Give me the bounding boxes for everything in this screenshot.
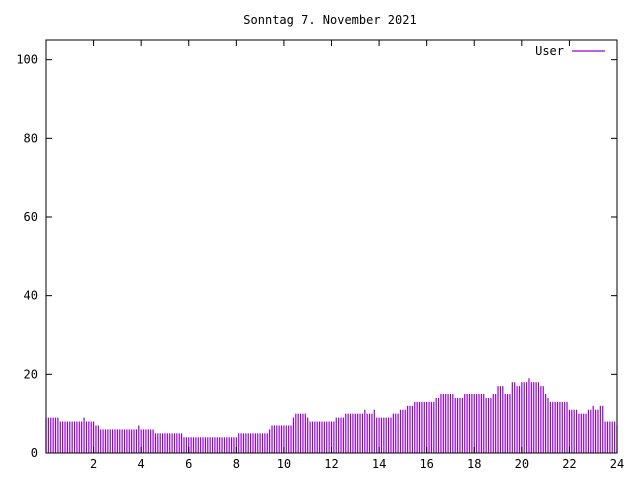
y-tick-label: 20: [24, 367, 38, 381]
y-tick-label: 0: [31, 446, 38, 460]
x-tick-label: 24: [610, 457, 624, 471]
x-tick-label: 10: [277, 457, 291, 471]
x-tick-label: 8: [233, 457, 240, 471]
y-tick-label: 100: [16, 53, 38, 67]
x-tick-label: 22: [562, 457, 576, 471]
x-tick-label: 18: [467, 457, 481, 471]
bars-layer: [45, 378, 618, 453]
legend: User: [535, 44, 605, 58]
chart-title: Sonntag 7. November 2021: [243, 13, 416, 27]
x-tick-label: 12: [324, 457, 338, 471]
y-tick-label: 40: [24, 289, 38, 303]
x-tick-label: 20: [515, 457, 529, 471]
x-tick-label: 2: [90, 457, 97, 471]
x-tick-label: 4: [138, 457, 145, 471]
x-tick-label: 6: [185, 457, 192, 471]
y-tick-label: 60: [24, 210, 38, 224]
x-tick-label: 16: [419, 457, 433, 471]
legend-label: User: [535, 44, 564, 58]
x-tick-label: 14: [372, 457, 386, 471]
y-tick-label: 80: [24, 131, 38, 145]
